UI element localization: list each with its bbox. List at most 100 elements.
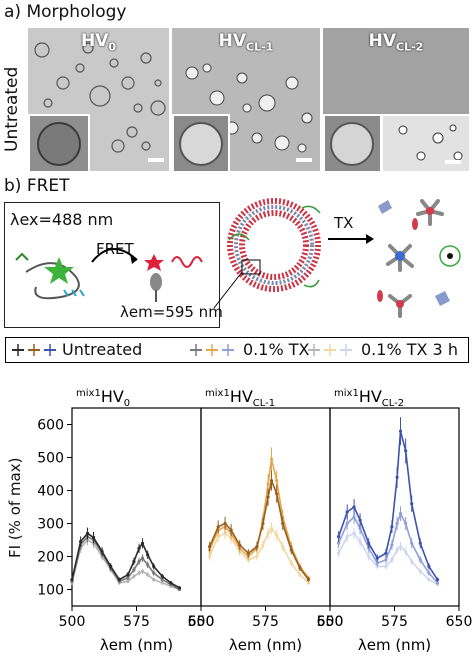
micelles-icon bbox=[377, 199, 461, 318]
section-a-label: a) Morphology bbox=[4, 2, 127, 22]
x-tick-label: 575 bbox=[123, 614, 150, 630]
data-point bbox=[289, 561, 293, 565]
data-point bbox=[281, 545, 285, 549]
data-point bbox=[367, 541, 371, 545]
data-point bbox=[100, 549, 104, 554]
data-point bbox=[398, 512, 403, 516]
data-point bbox=[358, 526, 362, 531]
data-point bbox=[352, 505, 356, 509]
scale-bar bbox=[148, 158, 164, 162]
x-tick-label: 575 bbox=[252, 614, 279, 630]
panel-title: mix1HV0 bbox=[76, 387, 130, 409]
data-point bbox=[410, 502, 414, 506]
series-line bbox=[71, 532, 180, 589]
fret-scheme-drawing bbox=[15, 248, 203, 302]
tem-inset-hv0 bbox=[28, 114, 90, 171]
x-tick-label: 500 bbox=[317, 614, 344, 630]
data-point bbox=[255, 554, 259, 559]
data-point bbox=[289, 548, 293, 552]
data-point bbox=[418, 541, 422, 545]
dye-body-icon bbox=[150, 273, 162, 291]
data-point bbox=[306, 578, 311, 582]
series-line bbox=[71, 535, 180, 591]
data-point bbox=[177, 586, 182, 590]
data-point bbox=[146, 563, 150, 567]
data-point bbox=[398, 545, 403, 549]
data-point bbox=[384, 558, 388, 562]
tem-title-hvcl2: HVCL-2 bbox=[368, 31, 424, 54]
x-tick-label: 500 bbox=[59, 614, 86, 630]
data-point bbox=[160, 574, 164, 578]
data-point bbox=[306, 581, 311, 585]
y-tick-label: 100 bbox=[37, 583, 64, 599]
data-point bbox=[126, 573, 130, 577]
x-axis-label: λem (nm) bbox=[229, 636, 302, 654]
tem-title-hv0: HV0 bbox=[80, 31, 117, 54]
lambda-ex-label: λex=488 nm bbox=[10, 210, 114, 229]
data-point bbox=[390, 525, 394, 529]
fret-scheme-box bbox=[4, 202, 220, 328]
tem-vesicles-hv0 bbox=[34, 42, 166, 153]
x-axis-label: λem (nm) bbox=[100, 636, 173, 654]
scale-bar bbox=[296, 158, 312, 162]
data-point bbox=[238, 543, 242, 547]
data-point bbox=[85, 531, 90, 535]
legend-swatch-untreated bbox=[12, 344, 56, 356]
green-star-icon bbox=[44, 257, 74, 284]
data-point bbox=[132, 574, 136, 578]
data-point bbox=[169, 581, 173, 585]
data-point bbox=[216, 525, 220, 529]
legend: Untreated 0.1% TX 0.1% TX 3 h bbox=[5, 337, 469, 363]
data-point bbox=[261, 543, 265, 547]
data-point bbox=[246, 551, 250, 555]
data-point bbox=[375, 556, 379, 560]
tem-inset-hvcl1 bbox=[172, 114, 230, 171]
data-point bbox=[216, 535, 220, 539]
excitation-arrow bbox=[15, 252, 29, 261]
tem-title-hvcl1: HVCL-1 bbox=[218, 31, 274, 54]
lambda-em-label: λem=595 nm bbox=[120, 303, 223, 321]
liposome-icon bbox=[227, 198, 321, 292]
data-point bbox=[140, 541, 145, 545]
data-point bbox=[70, 578, 74, 582]
data-point bbox=[266, 495, 270, 499]
data-point bbox=[91, 535, 96, 539]
data-point bbox=[427, 564, 431, 568]
data-point bbox=[117, 578, 121, 582]
data-point bbox=[435, 581, 440, 585]
data-point bbox=[275, 479, 279, 483]
x-tick-label: 575 bbox=[381, 614, 408, 630]
data-point bbox=[255, 545, 259, 549]
data-point bbox=[345, 521, 349, 526]
data-point bbox=[367, 554, 371, 559]
data-point bbox=[384, 551, 388, 555]
data-point bbox=[269, 457, 274, 461]
tem-image-hvcl1: HVCL-1 bbox=[172, 28, 320, 171]
data-point bbox=[223, 531, 227, 535]
data-point bbox=[352, 515, 356, 519]
data-point bbox=[427, 571, 431, 575]
tx-label: TX bbox=[334, 214, 354, 232]
data-point bbox=[160, 581, 164, 585]
fluorescence-chart: 100 200 300 400 500 600 mix1HV0 500 575 650 λem (n… bbox=[37, 387, 472, 654]
data-point bbox=[395, 521, 399, 526]
untreated-row-label: Untreated bbox=[2, 66, 22, 152]
red-star-icon bbox=[144, 254, 164, 271]
data-point bbox=[352, 531, 356, 535]
x-tick-label: 500 bbox=[188, 614, 215, 630]
x-axis-label: λem (nm) bbox=[358, 636, 431, 654]
panel-title: mix1HVCL-2 bbox=[334, 387, 404, 409]
x-tick-label: 650 bbox=[188, 614, 215, 630]
data-point bbox=[266, 531, 270, 535]
legend-label-tx: 0.1% TX bbox=[243, 340, 310, 359]
data-point bbox=[261, 521, 265, 526]
data-point bbox=[398, 429, 403, 433]
data-point bbox=[275, 492, 279, 496]
section-b-label: b) FRET bbox=[4, 176, 70, 196]
data-point bbox=[266, 482, 270, 486]
data-point bbox=[126, 576, 130, 580]
panel-title: mix1HVCL-1 bbox=[205, 387, 275, 409]
data-point bbox=[298, 566, 302, 570]
data-point bbox=[137, 571, 141, 575]
legend-label-untreated: Untreated bbox=[62, 340, 143, 359]
